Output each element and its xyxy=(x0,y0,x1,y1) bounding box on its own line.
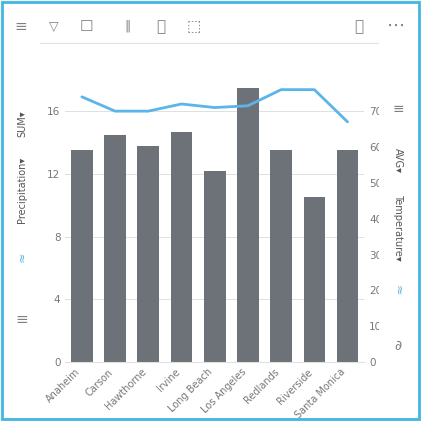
Text: ⛶: ⛶ xyxy=(157,19,165,34)
Bar xyxy=(71,150,93,362)
Bar xyxy=(104,135,126,362)
Text: Precipitation▾: Precipitation▾ xyxy=(17,157,27,224)
Text: ‖: ‖ xyxy=(125,20,131,33)
Bar xyxy=(171,131,192,362)
Bar xyxy=(138,146,159,362)
Text: SUM▾: SUM▾ xyxy=(17,110,27,137)
Text: ▽: ▽ xyxy=(49,20,59,33)
Text: ⬚: ⬚ xyxy=(187,19,201,34)
Text: ∂: ∂ xyxy=(394,339,401,353)
Bar xyxy=(204,171,226,362)
Text: ≈: ≈ xyxy=(392,285,404,296)
Text: ⋯: ⋯ xyxy=(387,17,405,35)
Text: AVG▾: AVG▾ xyxy=(393,148,403,173)
Text: ≈: ≈ xyxy=(16,252,29,262)
Text: Temperature▾: Temperature▾ xyxy=(393,194,403,261)
Text: ≡: ≡ xyxy=(14,19,27,34)
Text: ≡: ≡ xyxy=(392,102,404,116)
Bar xyxy=(270,150,292,362)
Bar xyxy=(337,150,358,362)
Text: ≡: ≡ xyxy=(16,312,29,328)
Bar xyxy=(237,88,259,362)
Bar xyxy=(304,197,325,362)
Text: ☐: ☐ xyxy=(80,19,93,34)
Text: ⓘ: ⓘ xyxy=(354,19,364,34)
